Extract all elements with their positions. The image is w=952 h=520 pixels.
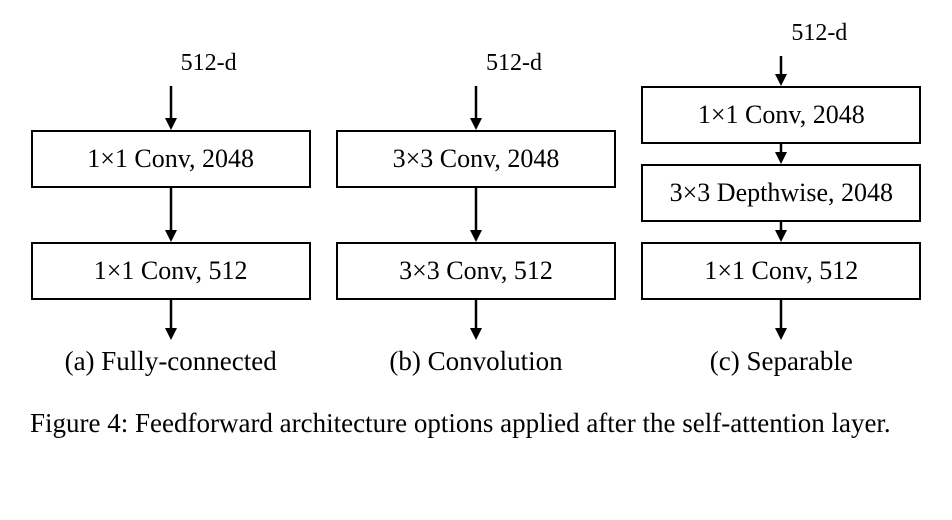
- box-label: 1×1 Conv, 512: [94, 256, 248, 286]
- box-label: 1×1 Conv, 512: [704, 256, 858, 286]
- depthwise-box: 3×3 Depthwise, 2048: [641, 164, 921, 222]
- conv-box: 1×1 Conv, 2048: [641, 86, 921, 144]
- column-fully-connected: 512-d 1×1 Conv, 2048 1×1 Conv, 512 (a) F…: [28, 50, 313, 377]
- arrow-mid: [162, 188, 180, 242]
- input-label: 512-d: [486, 50, 542, 77]
- column-convolution: 512-d 3×3 Conv, 2048 3×3 Conv, 512 (b) C…: [333, 50, 618, 377]
- conv-box: 3×3 Conv, 2048: [336, 130, 616, 188]
- input-label: 512-d: [791, 20, 847, 47]
- input-row: 512-d: [333, 50, 618, 86]
- arrow-mid: [772, 222, 790, 242]
- column-caption: (b) Convolution: [389, 346, 562, 377]
- column-separable: 512-d 1×1 Conv, 2048 3×3 Depthwise, 2048…: [639, 20, 924, 377]
- conv-box: 1×1 Conv, 512: [31, 242, 311, 300]
- column-caption: (a) Fully-connected: [65, 346, 277, 377]
- arrow-out: [639, 300, 924, 340]
- box-label: 3×3 Depthwise, 2048: [670, 178, 893, 208]
- box-label: 3×3 Conv, 512: [399, 256, 553, 286]
- input-label: 512-d: [181, 50, 237, 77]
- conv-box: 3×3 Conv, 512: [336, 242, 616, 300]
- diagram-row: 512-d 1×1 Conv, 2048 1×1 Conv, 512 (a) F…: [0, 0, 952, 377]
- arrow-in: [333, 86, 618, 130]
- input-row: 512-d: [28, 50, 313, 86]
- arrow-mid: [467, 188, 485, 242]
- arrow-in: [639, 56, 924, 86]
- conv-box: 1×1 Conv, 512: [641, 242, 921, 300]
- box-label: 1×1 Conv, 2048: [698, 100, 865, 130]
- box-label: 1×1 Conv, 2048: [87, 144, 254, 174]
- input-row: 512-d: [639, 20, 924, 56]
- arrow-out: [333, 300, 618, 340]
- arrow-mid: [772, 144, 790, 164]
- arrow-out: [28, 300, 313, 340]
- column-caption: (c) Separable: [710, 346, 853, 377]
- conv-box: 1×1 Conv, 2048: [31, 130, 311, 188]
- arrow-in: [28, 86, 313, 130]
- box-label: 3×3 Conv, 2048: [393, 144, 560, 174]
- figure-caption: Figure 4: Feedforward architecture optio…: [0, 377, 952, 441]
